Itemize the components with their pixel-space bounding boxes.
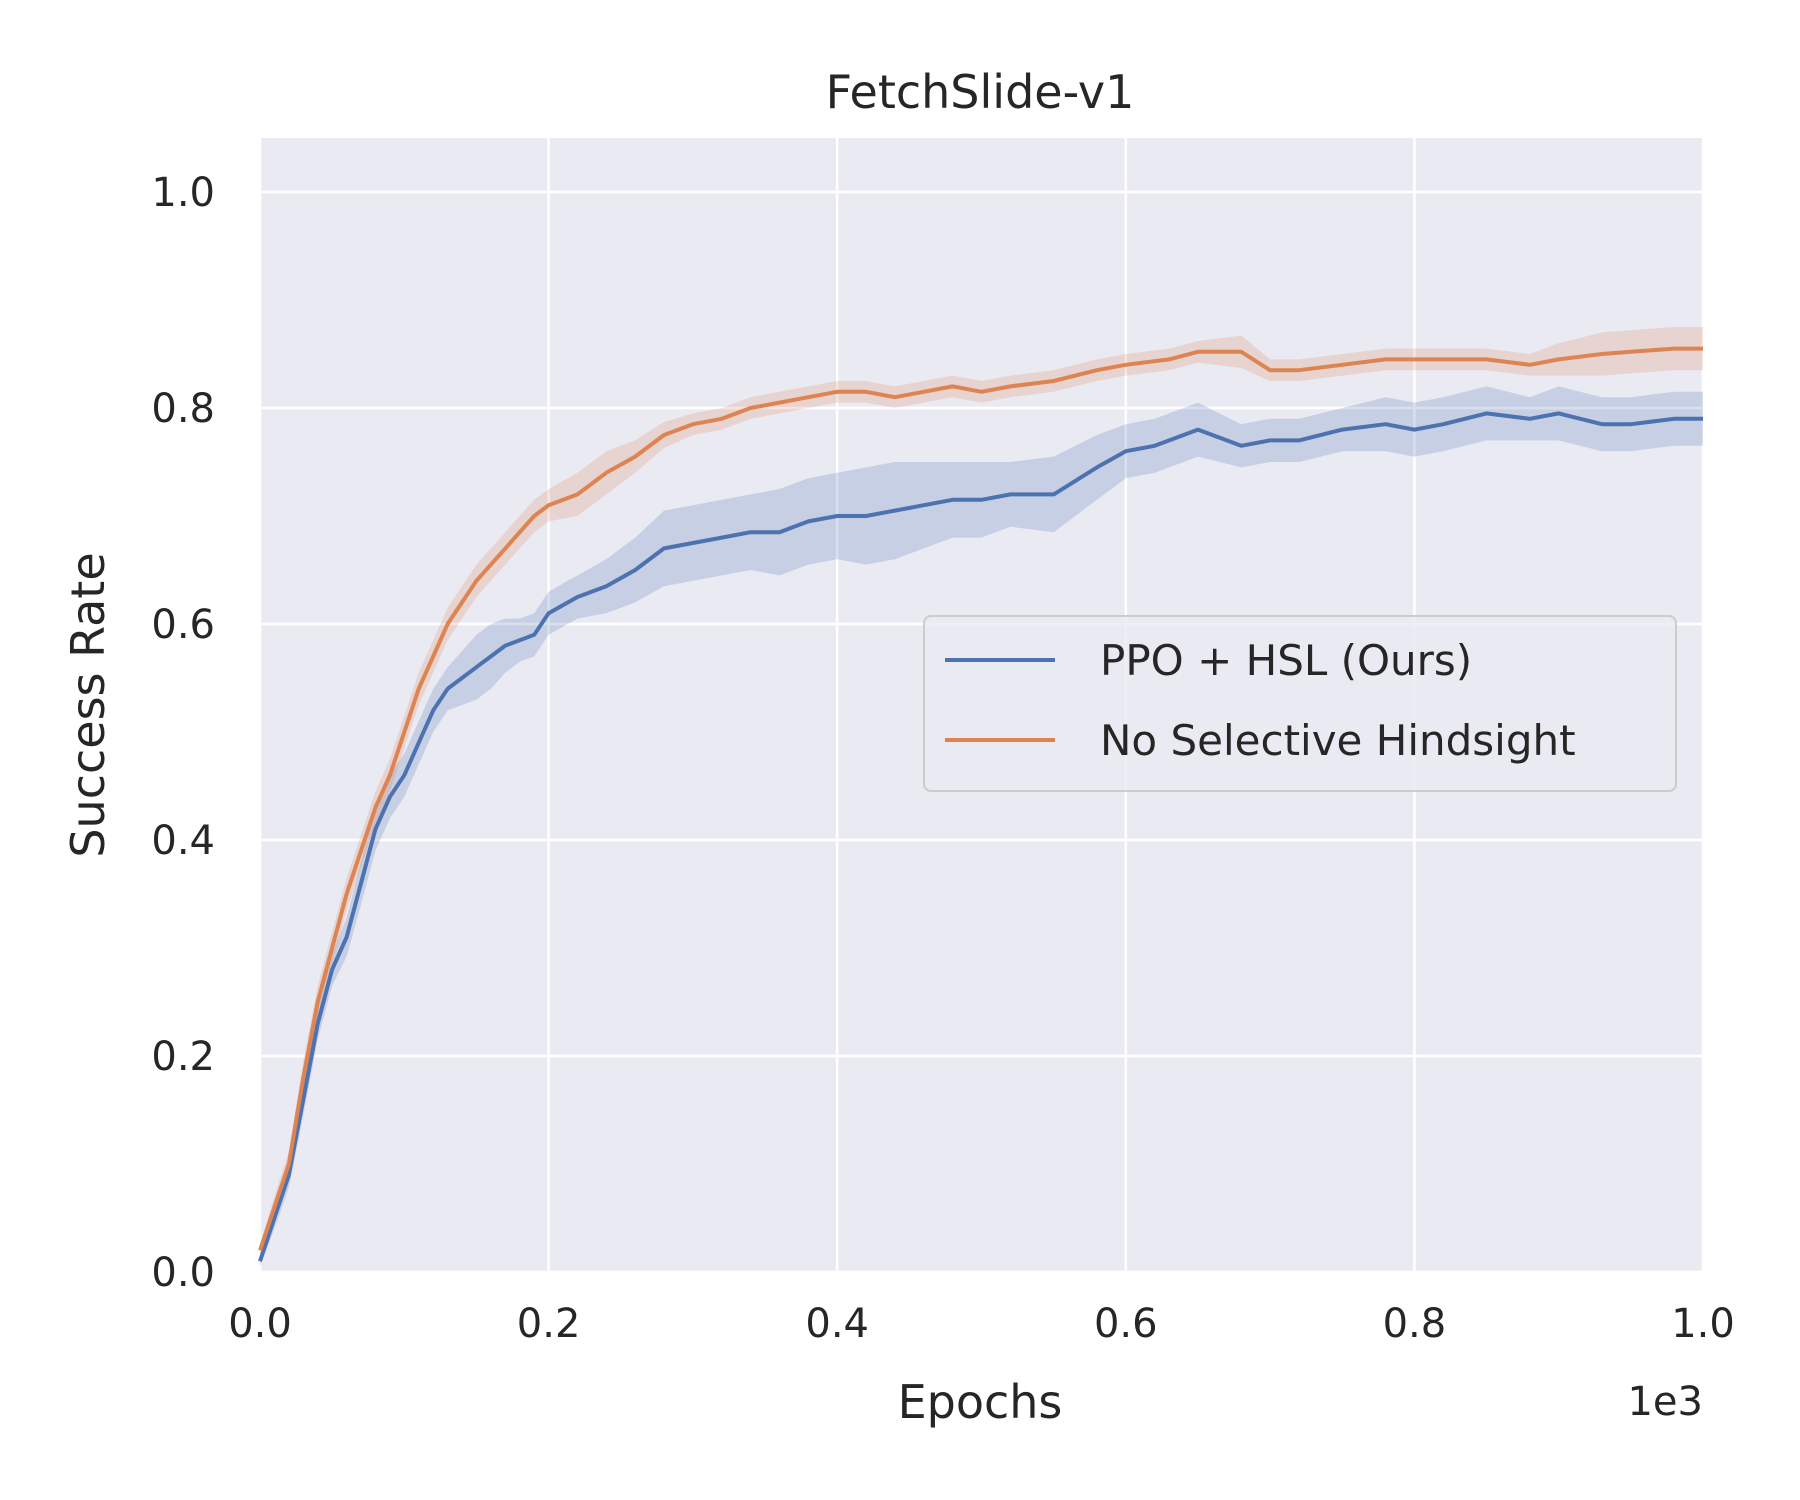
x-tick-label: 0.4 bbox=[805, 1301, 869, 1347]
x-axis-title: Epochs bbox=[898, 1375, 1063, 1429]
y-axis-title: Success Rate bbox=[61, 552, 115, 857]
x-tick-label: 0.6 bbox=[1094, 1301, 1158, 1347]
y-tick-label: 0.6 bbox=[151, 602, 215, 648]
legend-label-ppo-hsl: PPO + HSL (Ours) bbox=[1100, 636, 1472, 685]
series-line-ppo-hsl bbox=[258, 411, 1703, 1262]
tick-layer: 0.0 0.2 0.4 0.6 0.8 1.0 0.0 0.2 0.4 0.6 0.8 1.0 bbox=[151, 170, 1734, 1347]
legend: PPO + HSL (Ours) No Selective Hindsight bbox=[923, 615, 1677, 792]
legend-label-no-selective-hindsight: No Selective Hindsight bbox=[1100, 716, 1576, 765]
x-axis-offset-label: 1e3 bbox=[1627, 1379, 1703, 1425]
y-tick-label: 0.2 bbox=[151, 1034, 215, 1080]
x-tick-label: 0.0 bbox=[228, 1301, 292, 1347]
x-tick-label: 0.8 bbox=[1383, 1301, 1447, 1347]
y-tick-label: 0.0 bbox=[151, 1250, 215, 1296]
chart-title: FetchSlide-v1 bbox=[826, 65, 1135, 119]
x-tick-label: 0.2 bbox=[517, 1301, 581, 1347]
confidence-band-ppo-hsl bbox=[260, 386, 1703, 1267]
legend-box bbox=[923, 615, 1677, 792]
y-tick-label: 0.8 bbox=[151, 386, 215, 432]
x-tick-label: 1.0 bbox=[1671, 1301, 1735, 1347]
line-layer bbox=[258, 346, 1703, 1262]
y-tick-label: 1.0 bbox=[151, 170, 215, 216]
band-layer bbox=[260, 327, 1703, 1267]
y-tick-label: 0.4 bbox=[151, 818, 215, 864]
series-line-no-selective-hindsight bbox=[258, 346, 1703, 1252]
